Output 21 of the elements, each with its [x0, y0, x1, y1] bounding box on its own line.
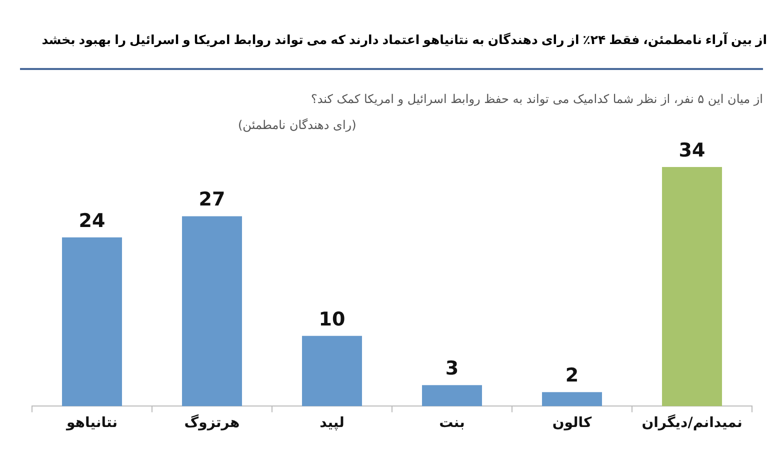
data-label: 3	[445, 358, 459, 380]
bar	[422, 385, 482, 406]
data-label: 34	[678, 139, 706, 162]
text: (رای دهندگان نامطمئن)	[238, 118, 356, 132]
x-tick-label: نتانیاهو	[66, 415, 118, 432]
bar	[182, 216, 242, 406]
x-tick-label: هرتزوگ	[184, 414, 240, 432]
bar	[662, 167, 722, 406]
x-tick-label: لپید	[320, 415, 344, 432]
chart-subtitle: از میان این ۵ نفر، از نظر شما کدامیک می تواند به حفظ روابط اسرائیل و امریکا کمک کند؟	[310, 92, 763, 106]
bar	[302, 336, 362, 406]
data-label: 27	[198, 188, 226, 211]
chart-title: از بین آراء نامطمئن، فقط ۲۴٪ از رای دهندگان به نتانیاهو اعتماد دارند که می تواند روابط امریکا و اسرائیل را بهبود بخشد	[40, 32, 767, 47]
x-tick-label: کالون	[552, 415, 593, 432]
bar	[542, 392, 602, 406]
x-tick-label: نمیدانم/دیگران	[642, 414, 742, 432]
data-label: 10	[318, 308, 346, 330]
data-label: 24	[78, 210, 106, 232]
x-tick-label: بنت	[439, 415, 465, 432]
bar	[62, 237, 122, 406]
data-label: 2	[565, 364, 579, 387]
